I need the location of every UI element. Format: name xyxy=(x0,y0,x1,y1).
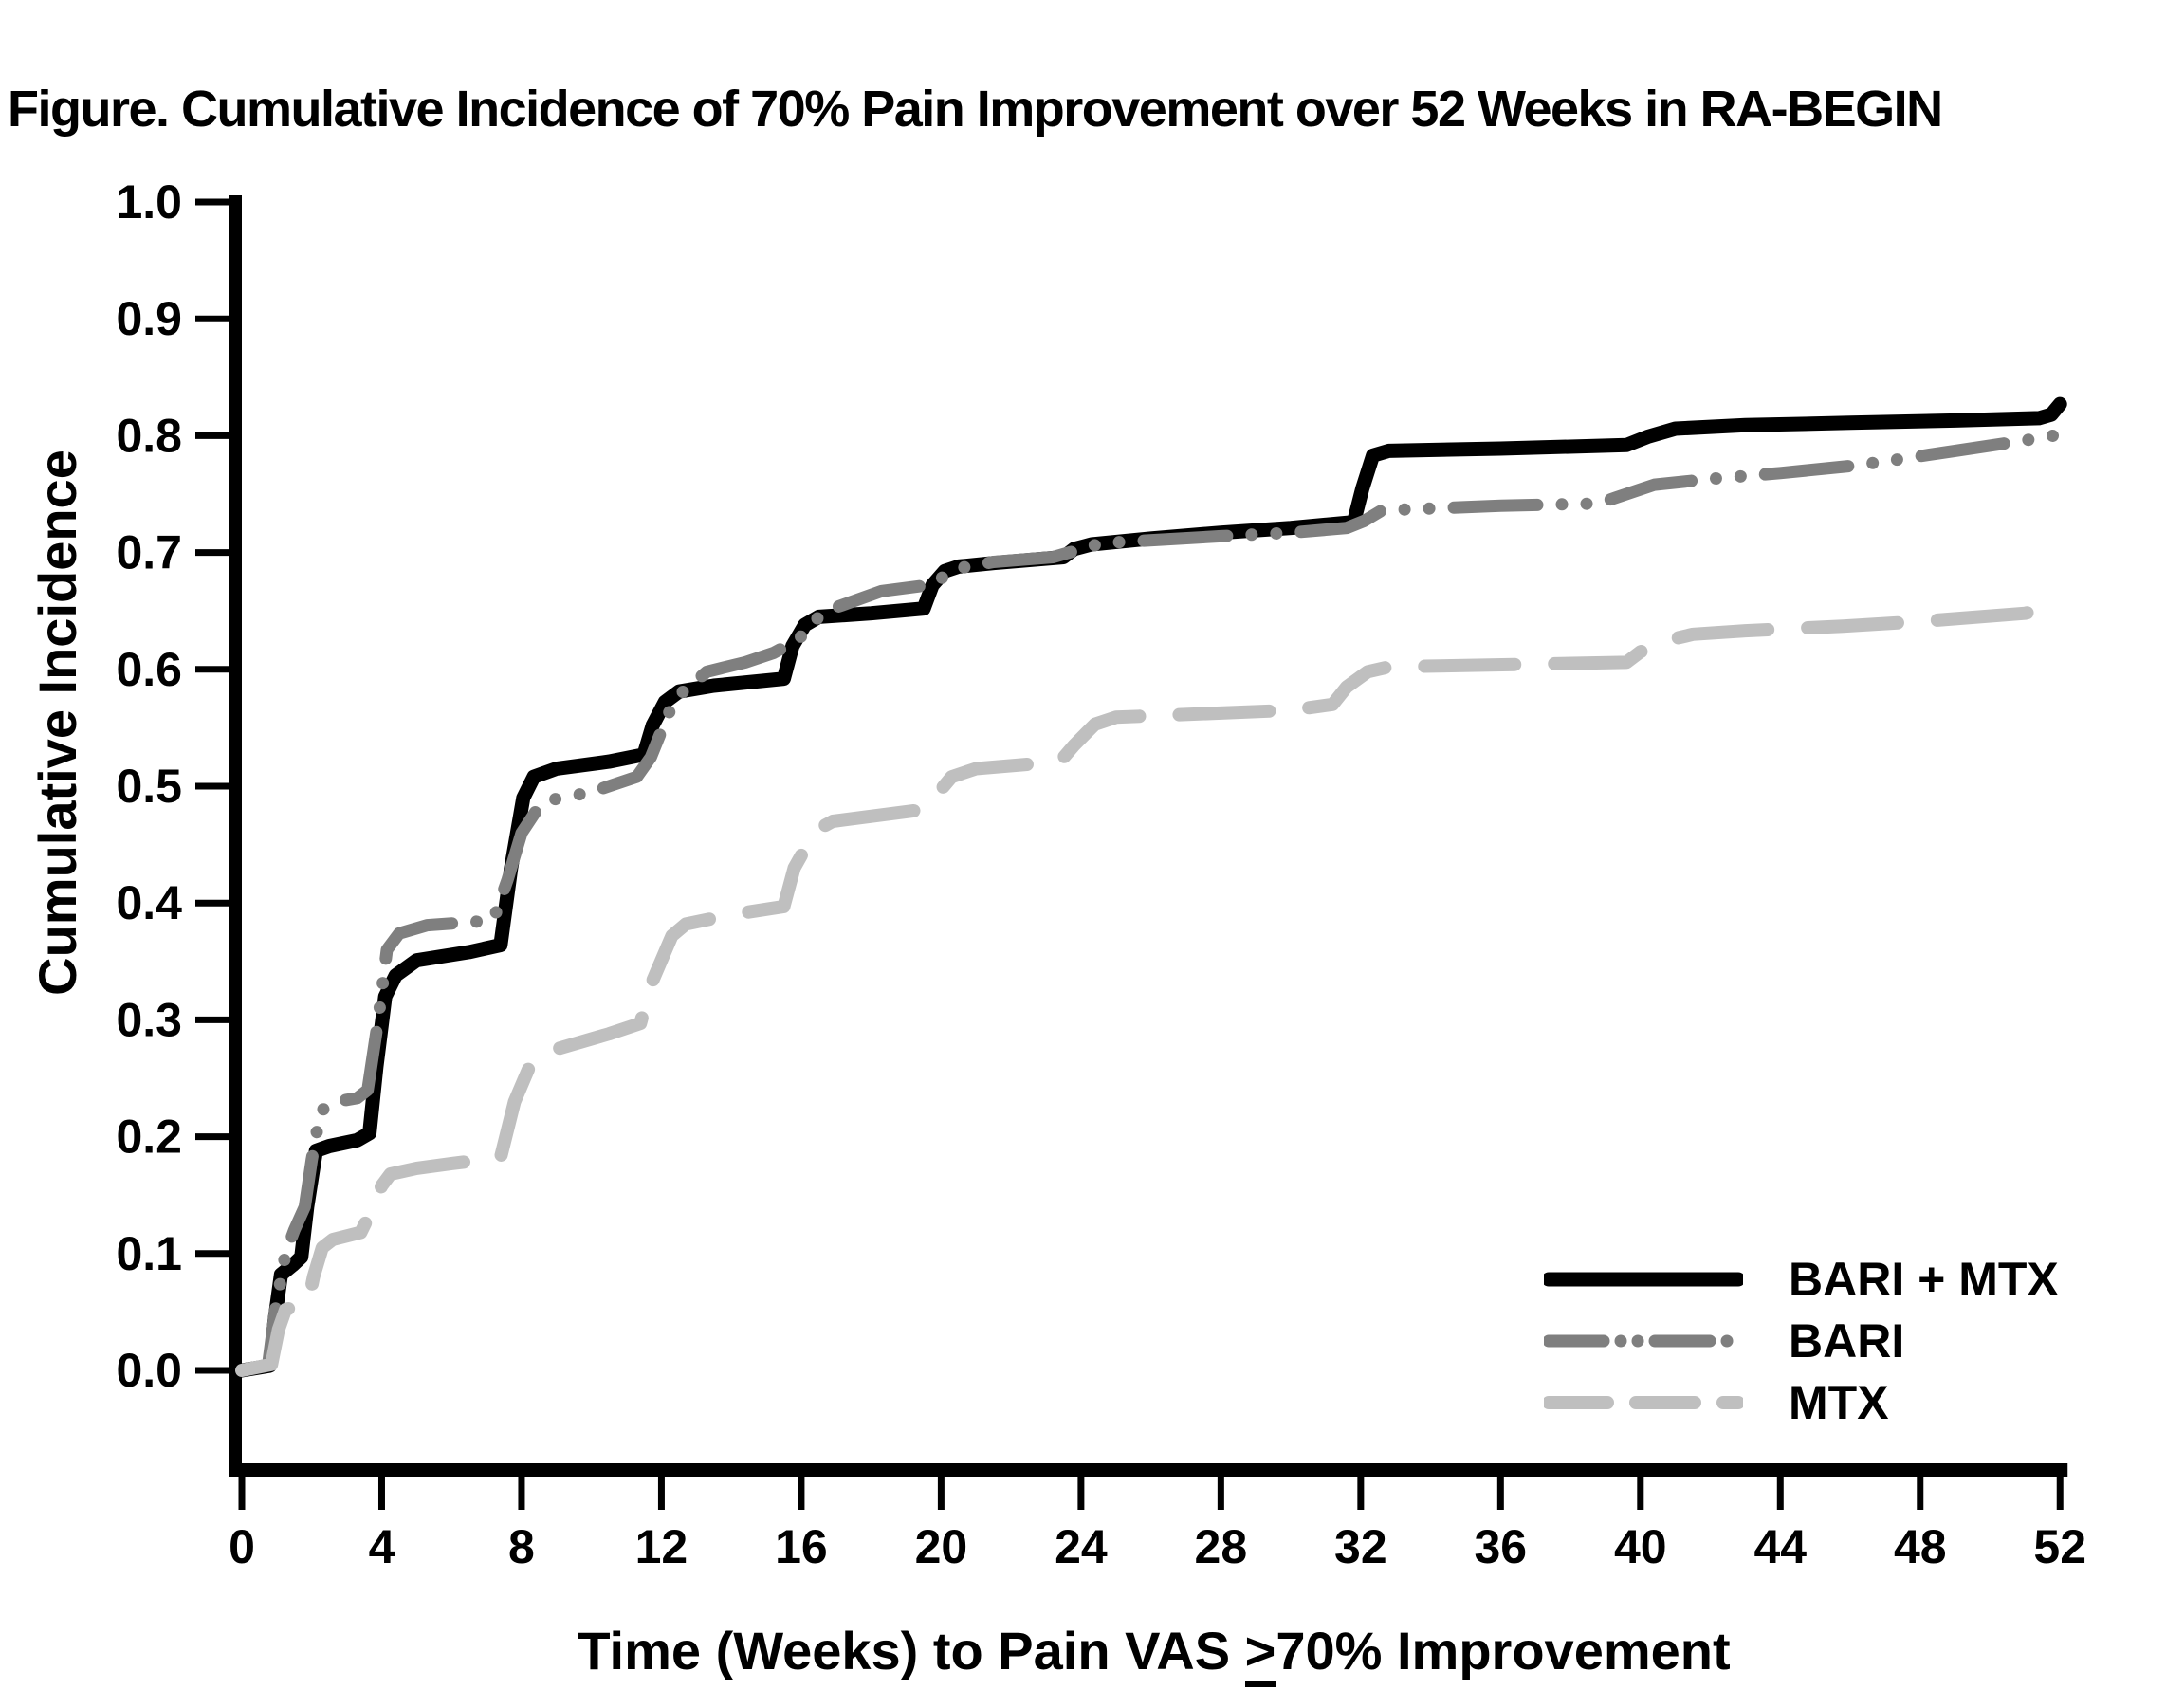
y-tick-label: 0.3 xyxy=(116,993,182,1046)
y-tick-label: 0.0 xyxy=(116,1344,182,1397)
y-tick-label: 0.9 xyxy=(116,292,182,345)
legend-line-sample-mtx xyxy=(1544,1396,1743,1409)
legend-item-mtx: MTX xyxy=(1544,1371,2059,1433)
x-tick-label: 40 xyxy=(1614,1520,1667,1573)
y-tick-label: 1.0 xyxy=(116,175,182,229)
x-tick-label: 48 xyxy=(1894,1520,1947,1573)
legend-label-mtx: MTX xyxy=(1789,1375,1889,1429)
x-tick-label: 52 xyxy=(2033,1520,2086,1573)
legend-item-bari: BARI xyxy=(1544,1310,2059,1371)
y-tick-label: 0.6 xyxy=(116,643,182,696)
x-tick-label: 16 xyxy=(775,1520,828,1573)
x-tick-label: 36 xyxy=(1475,1520,1528,1573)
series-line-bari-mtx xyxy=(234,396,2067,1378)
y-tick-label: 0.1 xyxy=(116,1227,182,1280)
x-tick-label: 12 xyxy=(635,1520,688,1573)
series-line-mtx xyxy=(235,589,2067,1377)
y-tick-label: 0.7 xyxy=(116,526,182,579)
legend-line-sample-bari-mtx xyxy=(1544,1272,1743,1287)
x-tick-label: 20 xyxy=(915,1520,968,1573)
x-axis-title-prefix: Time (Weeks) to Pain VAS xyxy=(578,1621,1245,1680)
y-tick-label: 0.4 xyxy=(116,876,182,929)
legend-item-bari-mtx: BARI + MTX xyxy=(1544,1248,2059,1310)
legend-line-sample-bari xyxy=(1544,1334,1743,1348)
x-tick-label: 44 xyxy=(1753,1520,1807,1573)
x-tick-label: 8 xyxy=(508,1520,535,1573)
x-tick-label: 0 xyxy=(229,1520,255,1573)
series-line-bari xyxy=(235,428,2066,1377)
x-axis-title: Time (Weeks) to Pain VAS >70% Improvemen… xyxy=(237,1620,2071,1687)
x-tick-label: 4 xyxy=(369,1520,395,1573)
x-tick-label: 28 xyxy=(1195,1520,1248,1573)
x-tick-label: 24 xyxy=(1055,1520,1108,1573)
y-tick-label: 0.2 xyxy=(116,1111,182,1164)
y-tick-label: 0.5 xyxy=(116,760,182,813)
x-tick-label: 32 xyxy=(1334,1520,1387,1573)
y-tick-label: 0.8 xyxy=(116,409,182,462)
chart-legend: BARI + MTX BARI MTX xyxy=(1544,1248,2059,1433)
legend-label-bari-mtx: BARI + MTX xyxy=(1789,1252,2059,1306)
geq-symbol: > xyxy=(1244,1621,1276,1687)
legend-label-bari: BARI xyxy=(1789,1313,1905,1368)
x-axis-title-suffix: 70% Improvement xyxy=(1276,1621,1731,1680)
page-title: Figure. Cumulative Incidence of 70% Pain… xyxy=(8,81,1943,138)
